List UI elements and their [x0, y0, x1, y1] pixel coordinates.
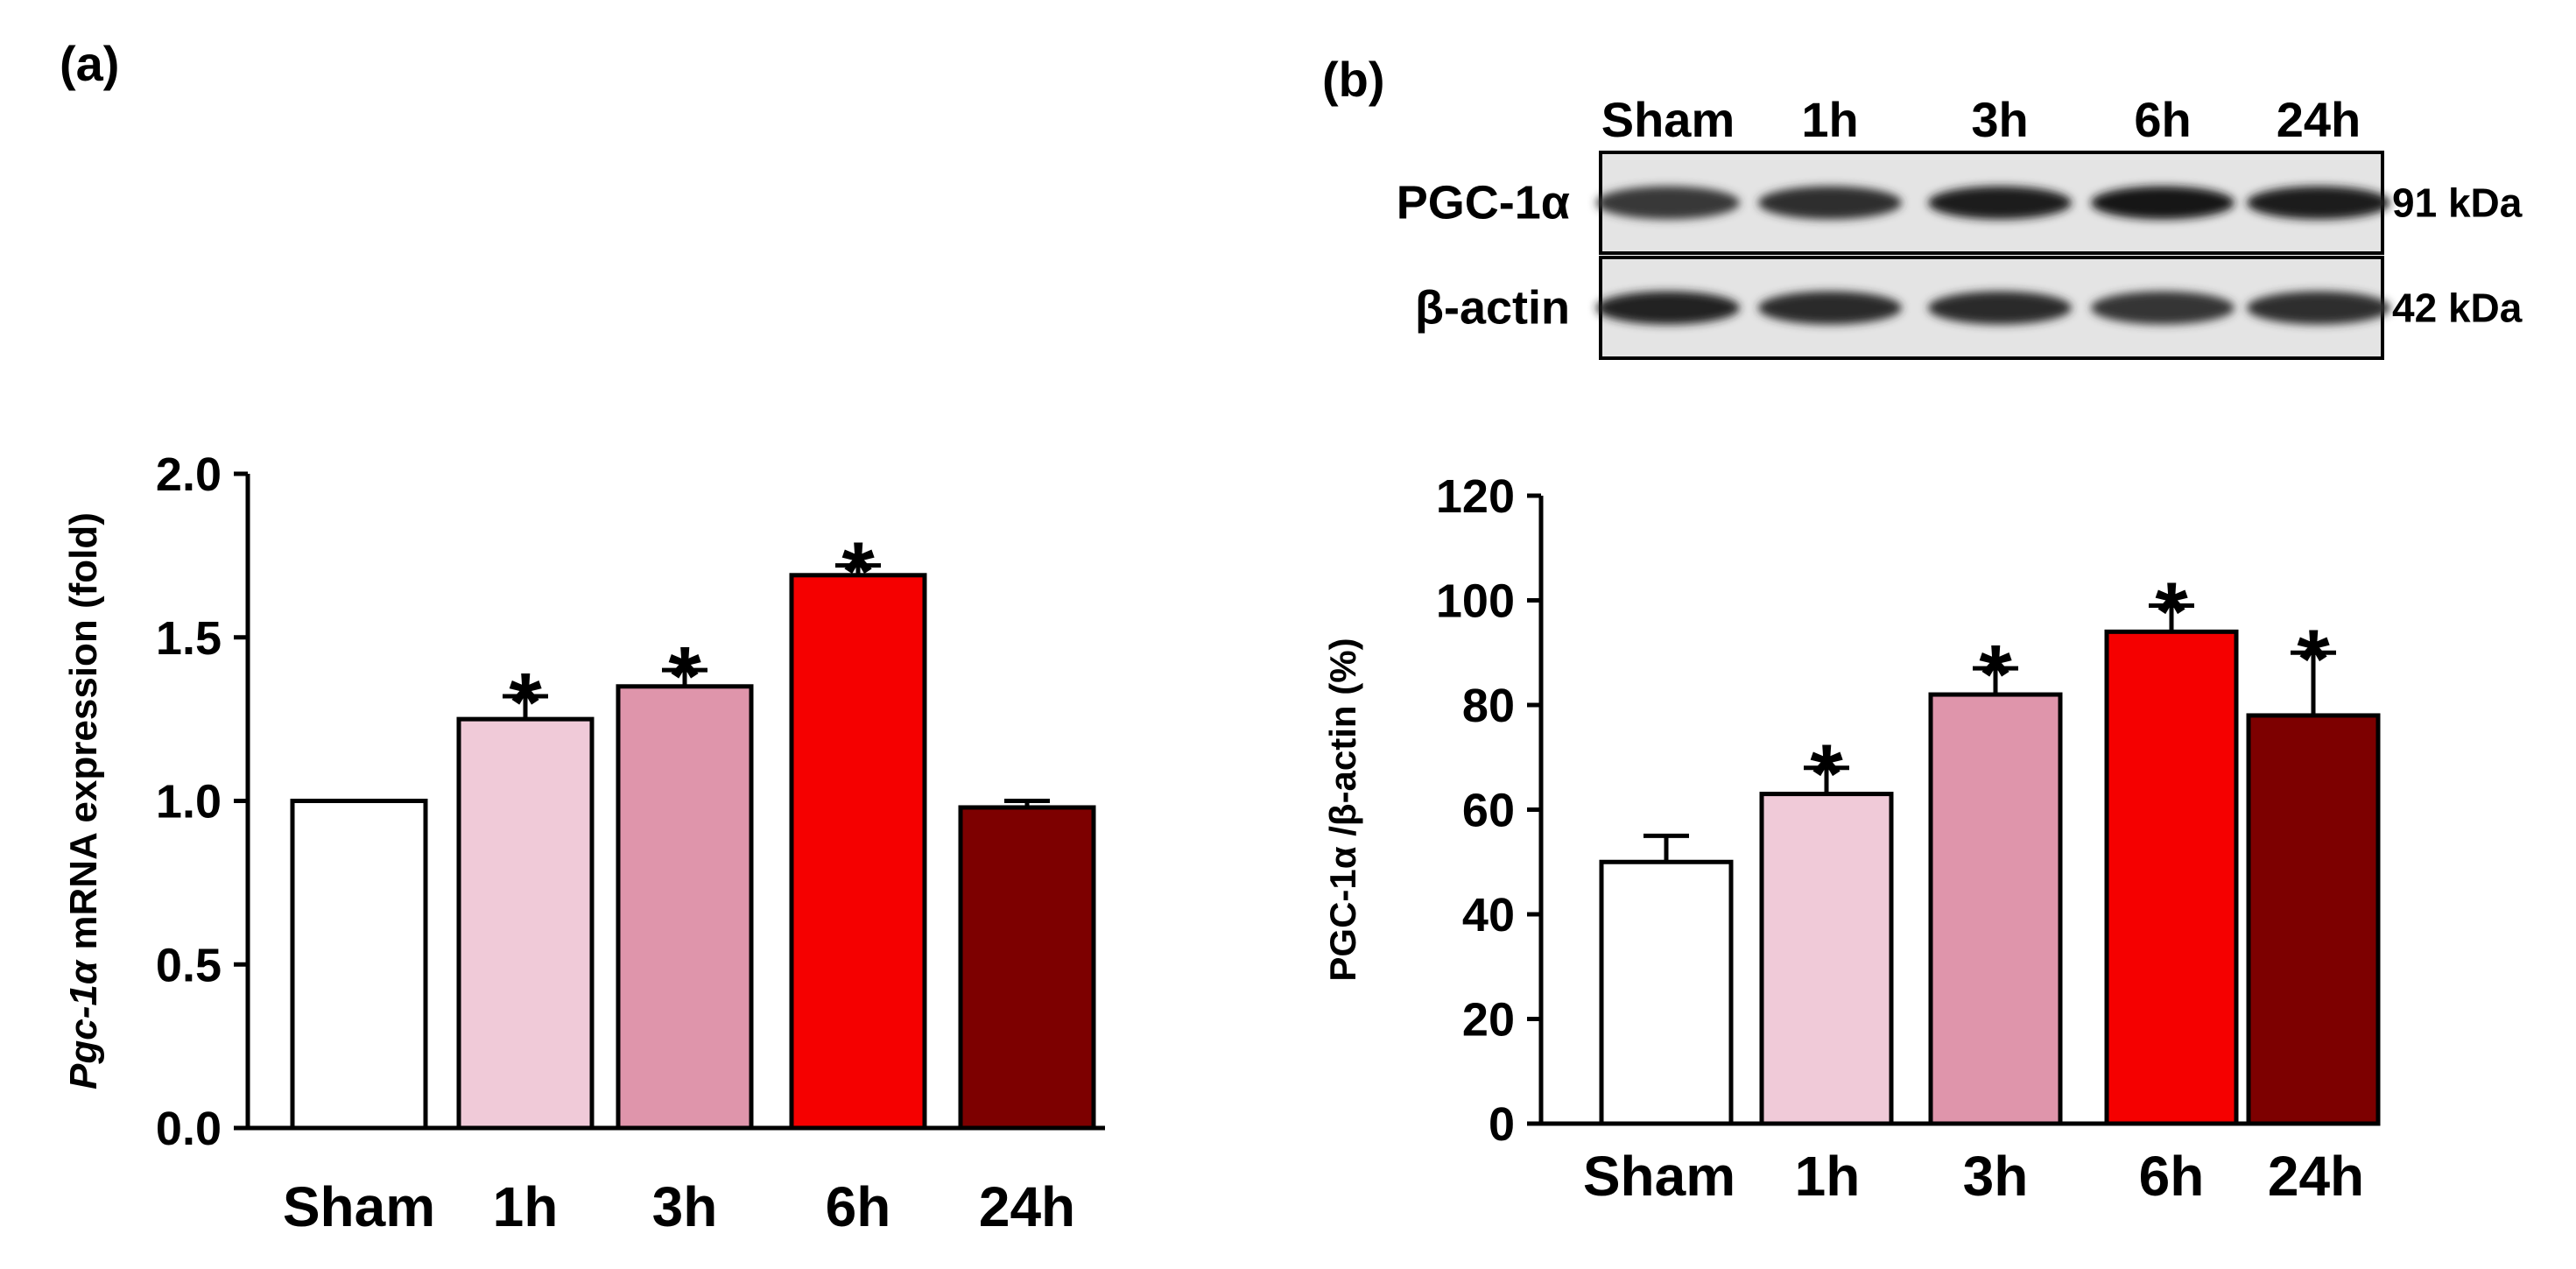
chart-a-bar-1h: [456, 716, 595, 1131]
chart-b-x-category-label: 6h: [2139, 1145, 2205, 1208]
chart-b-y-tick-label: 100: [1436, 575, 1515, 628]
blot-band: [1758, 291, 1902, 325]
blot-band: [1928, 186, 2072, 220]
blot-molecular-weight: 42 kDa: [2392, 286, 2523, 331]
chart-b-significance-star: *: [1810, 728, 1843, 821]
blot-band: [2247, 291, 2390, 325]
chart-a-mrna-expression: 0.0 0.5 1.0 1.5 2.0 Pgc-1α mRNA expression (f…: [62, 448, 1105, 1238]
chart-b-y-tick-label: 60: [1462, 785, 1515, 837]
chart-a-y-axis-label-italic: Pgc-1α: [62, 959, 105, 1089]
chart-b-x-category-label: Sham: [1583, 1145, 1735, 1208]
blot-band: [2247, 186, 2390, 220]
western-blot: Sham 1h 3h 6h 24h PGC-1α 91 kDa β-actin 42 kDa: [1397, 92, 2523, 360]
chart-b-y-tick-label: 80: [1462, 680, 1515, 732]
chart-b-y-tick-label: 0: [1489, 1098, 1515, 1151]
chart-a-y-tick-label: 2.0: [156, 448, 222, 501]
blot-lane-label: Sham: [1601, 92, 1735, 147]
chart-b-significance-star: *: [1979, 628, 2012, 722]
chart-b-bar-3h: [1928, 692, 2063, 1126]
chart-a-x-category-label: 1h: [493, 1175, 559, 1238]
chart-a-y-axis-label: Pgc-1α mRNA expression (fold): [62, 512, 105, 1089]
chart-a-bar-3h: [616, 684, 754, 1131]
chart-b-x-category-label: 1h: [1795, 1145, 1861, 1208]
chart-b-x-category-label: 24h: [2268, 1145, 2364, 1208]
chart-b-y-axis-label: PGC-1α /β-actin (%): [1322, 638, 1363, 981]
chart-b-x-category-label: 3h: [1963, 1145, 2029, 1208]
blot-lane-label: 24h: [2277, 92, 2361, 147]
blot-band: [1596, 291, 1740, 325]
chart-a-bar-24h: [958, 805, 1096, 1131]
chart-a-significance-star: *: [841, 525, 875, 619]
blot-molecular-weight: 91 kDa: [2392, 180, 2523, 226]
chart-a-significance-star: *: [668, 630, 701, 723]
chart-a-y-tick-label: 1.5: [156, 612, 222, 665]
blot-row-label: β-actin: [1415, 282, 1570, 335]
chart-a-y-tick-label: 0.0: [156, 1103, 222, 1155]
chart-b-protein-ratio: 0 20 40 60 80 100 120 PGC-1α /β-actin (%) Sham * 1…: [1322, 470, 2381, 1208]
blot-lane-label: 1h: [1801, 92, 1858, 147]
panel-a-label: (a): [60, 36, 119, 91]
blot-lane-label: 3h: [1971, 92, 2028, 147]
chart-a-bar-6h: [789, 573, 927, 1131]
chart-b-bar-sham: [1599, 859, 1734, 1126]
chart-b-y-tick-label: 40: [1462, 889, 1515, 941]
blot-band: [2091, 291, 2235, 325]
blot-lane-label: 6h: [2134, 92, 2191, 147]
chart-a-significance-star: *: [509, 656, 542, 750]
blot-band: [1596, 186, 1740, 220]
chart-b-significance-star: *: [2297, 612, 2330, 706]
chart-a-x-category-label: Sham: [283, 1175, 435, 1238]
chart-a-x-category-label: 6h: [826, 1175, 891, 1238]
chart-a-x-category-label: 24h: [979, 1175, 1075, 1238]
chart-b-bar-1h: [1759, 792, 1894, 1126]
chart-a-x-category-label: 3h: [652, 1175, 718, 1238]
chart-a-y-tick-label: 0.5: [156, 939, 222, 991]
chart-b-y-tick-label: 20: [1462, 994, 1515, 1047]
chart-a-y-axis-label-rest: mRNA expression (fold): [62, 512, 105, 961]
chart-b-y-tick-label: 120: [1436, 470, 1515, 523]
chart-a-y-tick-label: 1.0: [156, 776, 222, 828]
blot-band: [2091, 186, 2235, 220]
blot-row-label: PGC-1α: [1397, 177, 1570, 229]
chart-b-bar-6h: [2104, 629, 2239, 1126]
panel-b-label: (b): [1322, 52, 1385, 107]
chart-a-bar-sham: [290, 799, 428, 1131]
chart-b-significance-star: *: [2155, 565, 2188, 659]
blot-band: [1928, 291, 2072, 325]
blot-band: [1758, 186, 1902, 220]
chart-b-bar-24h: [2246, 713, 2381, 1126]
